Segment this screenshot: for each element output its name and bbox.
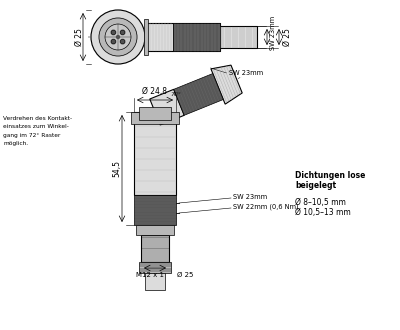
Text: Ø 25: Ø 25: [74, 28, 84, 46]
Polygon shape: [150, 89, 184, 125]
Polygon shape: [139, 107, 171, 120]
Circle shape: [111, 30, 116, 35]
Text: Verdrehen des Kontakt-: Verdrehen des Kontakt-: [3, 115, 72, 120]
Text: Ø 25: Ø 25: [283, 28, 292, 46]
Text: möglich.: möglich.: [3, 141, 28, 146]
Bar: [131, 112, 179, 124]
Bar: [145, 23, 220, 51]
Bar: [144, 19, 148, 55]
Circle shape: [116, 36, 120, 39]
Text: SW 23mm: SW 23mm: [233, 194, 267, 200]
Text: M12 x 1: M12 x 1: [136, 272, 164, 278]
Bar: [141, 235, 169, 262]
Text: Dichtungen lose: Dichtungen lose: [295, 171, 365, 180]
Text: beigelegt: beigelegt: [295, 181, 336, 189]
Bar: [139, 262, 171, 273]
Polygon shape: [211, 65, 242, 104]
Bar: [145, 273, 165, 290]
Text: 54,5: 54,5: [112, 160, 122, 177]
Circle shape: [99, 18, 137, 56]
Text: gang im 72° Raster: gang im 72° Raster: [3, 133, 60, 138]
Bar: [134, 195, 176, 225]
Circle shape: [120, 39, 125, 44]
Circle shape: [120, 30, 125, 35]
Text: 70°: 70°: [170, 91, 181, 96]
Text: SW 23mm: SW 23mm: [270, 16, 276, 50]
Text: SW 22mm (0,6 Nm): SW 22mm (0,6 Nm): [233, 204, 299, 210]
Circle shape: [105, 24, 131, 50]
Bar: [173, 23, 220, 51]
Bar: [134, 112, 176, 195]
Text: einsatzes zum Winkel-: einsatzes zum Winkel-: [3, 124, 69, 129]
Text: Ø 8–10,5 mm: Ø 8–10,5 mm: [295, 199, 346, 208]
Polygon shape: [174, 74, 223, 115]
Circle shape: [91, 10, 145, 64]
Text: SW 23mm: SW 23mm: [228, 70, 263, 76]
Bar: [136, 225, 174, 235]
Text: Ø 25: Ø 25: [177, 272, 193, 278]
Text: Ø 10,5–13 mm: Ø 10,5–13 mm: [295, 209, 351, 217]
Bar: [220, 26, 257, 48]
Circle shape: [111, 39, 116, 44]
Text: Ø 24,8: Ø 24,8: [142, 87, 168, 96]
